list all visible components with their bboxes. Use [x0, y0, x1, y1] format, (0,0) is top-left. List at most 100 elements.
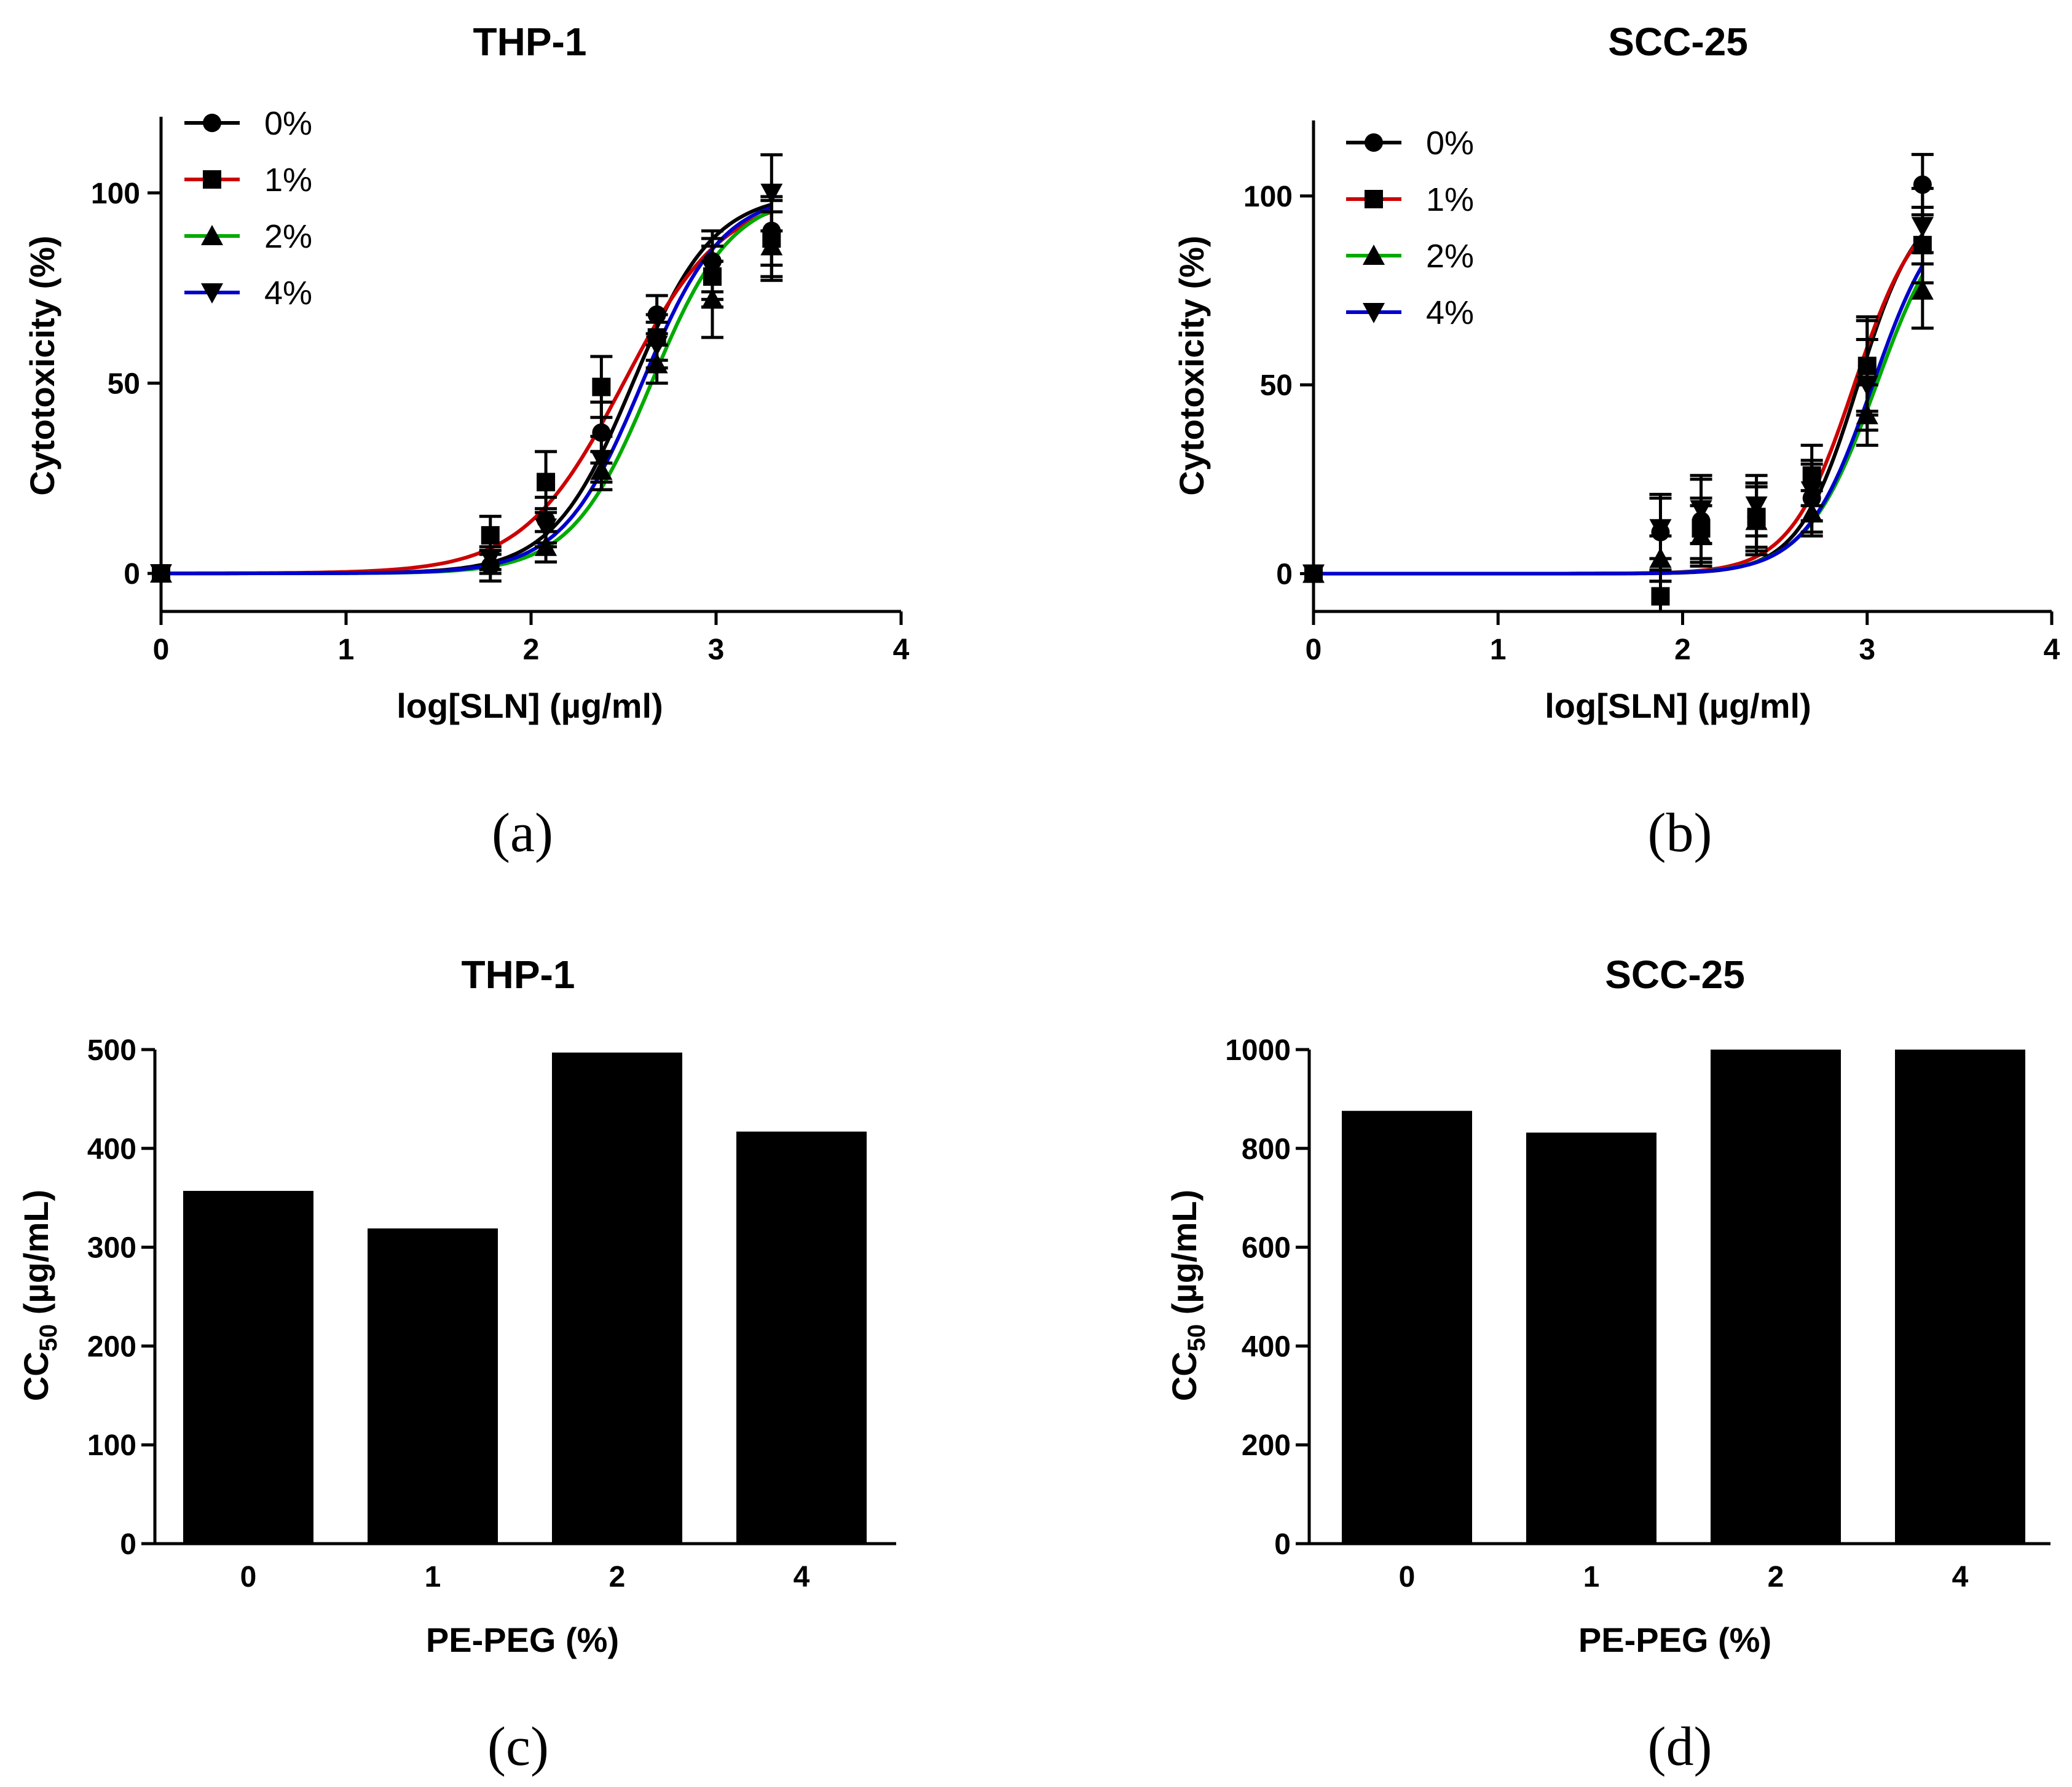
panel-a-data-point-4pct: [150, 564, 172, 585]
panel-b-legend-label: 1%: [1426, 181, 1474, 218]
panel-a-data-point-1pct: [481, 526, 500, 545]
panel-a-curve-2pct: [161, 209, 773, 576]
panel-b-data-point-4pct: [1911, 217, 1934, 238]
panel-a-data-point-2pct: [760, 235, 783, 256]
panel-c-bar-0: [183, 1190, 313, 1544]
panel-a-legend-label: 0%: [264, 105, 312, 142]
panel-d-bar-2: [1711, 1050, 1841, 1544]
panel-a-label: (a): [492, 803, 553, 863]
panel-b-legend-marker: [1365, 190, 1383, 208]
panel-a-x-tick-label: 3: [708, 634, 725, 666]
panel-a-curve-0pct: [161, 202, 773, 576]
panel-d-y-tick-label: 200: [1242, 1429, 1291, 1462]
panel-a-legend-marker: [203, 170, 221, 189]
panel-b-y-axis-label: Cytotoxicity (%): [1172, 235, 1211, 495]
panel-c-y-tick-label: 500: [87, 1034, 136, 1067]
panel-d-bar-0: [1342, 1110, 1472, 1544]
panel-d-x-tick-label: 2: [1768, 1561, 1784, 1593]
panel-b-x-tick-label: 0: [1306, 634, 1322, 666]
panel-c-y-tick-label: 0: [120, 1528, 136, 1561]
panel-b-data-point-1pct: [1651, 587, 1670, 606]
panel-a-x-tick-label: 0: [153, 634, 170, 666]
panel-b-legend-label: 4%: [1426, 294, 1474, 331]
panel-b-label: (b): [1648, 803, 1712, 863]
panel-c-y-tick-label: 400: [87, 1133, 136, 1166]
panel-a-x-tick-label: 1: [338, 634, 355, 666]
panel-d-y-axis-label: CC50 (µg/mL): [1165, 1190, 1210, 1401]
panel-a-data-point-4pct: [645, 336, 668, 356]
panel-a-title: THP-1: [473, 20, 587, 64]
panel-b-data-point-2pct: [1911, 279, 1934, 300]
panel-b-data-point-4pct: [1690, 500, 1712, 521]
panel-b-legend-marker: [1363, 245, 1385, 265]
panel-a-data-point-1pct: [537, 473, 556, 492]
panel-a-thp1-cytotoxicity: THP-1 Cytotoxicity (%) log[SLN] (µg/ml) …: [23, 20, 910, 863]
panel-c-bar-1: [368, 1228, 498, 1544]
panel-b-legend-label: 0%: [1426, 125, 1474, 162]
panel-a-x-tick-label: 2: [523, 634, 540, 666]
panel-c-y-axis-label: CC50 (µg/mL): [17, 1190, 62, 1401]
panel-a-data-point-4pct: [590, 450, 613, 471]
panel-a-curve-4pct: [161, 205, 773, 576]
panel-a-data-point-4pct: [479, 549, 502, 570]
panel-b-curve-4pct: [1314, 264, 1924, 576]
panel-c-bar-2: [552, 1052, 682, 1544]
panel-b-curve-0pct: [1314, 233, 1924, 576]
panel-b-legend-marker: [1363, 303, 1385, 323]
panel-b-title: SCC-25: [1608, 20, 1748, 64]
panel-a-legend-label: 1%: [264, 162, 312, 198]
panel-a-y-tick-label: 0: [124, 558, 140, 591]
panel-a-data-point-4pct: [760, 183, 783, 204]
panel-a-data-point-4pct: [535, 518, 557, 539]
panel-c-x-tick-label: 0: [240, 1561, 257, 1593]
panel-c-y-tick-label: 300: [87, 1232, 136, 1265]
panel-b-data-point-4pct: [1302, 564, 1325, 585]
panel-c-y-tick-label: 200: [87, 1330, 136, 1363]
panel-d-x-tick-label: 4: [1952, 1561, 1969, 1593]
panel-a-legend-marker: [201, 225, 223, 245]
panel-b-scc25-cytotoxicity: SCC-25 Cytotoxicity (%) log[SLN] (µg/ml)…: [1172, 20, 2060, 863]
panel-a-x-axis-label: log[SLN] (µg/ml): [396, 686, 663, 725]
panel-b-data-point-4pct: [1856, 375, 1878, 396]
panel-a-x-tick-label: 4: [893, 634, 910, 666]
panel-c-label: (c): [487, 1716, 549, 1777]
panel-d-label: (d): [1648, 1716, 1712, 1777]
panel-d-x-tick-label: 0: [1399, 1561, 1416, 1593]
panel-a-curve-1pct: [161, 210, 773, 575]
panel-d-scc25-cc50: SCC-25 CC50 (µg/mL) PE-PEG (%) (d) 0 1 2 40…: [1165, 952, 2050, 1777]
panel-d-x-tick-label: 1: [1583, 1561, 1600, 1593]
panel-b-x-tick-label: 1: [1490, 634, 1507, 666]
panel-b-legend-marker: [1365, 133, 1383, 152]
panel-b-curve-2pct: [1314, 274, 1924, 576]
panel-d-y-tick-label: 1000: [1225, 1034, 1291, 1067]
panel-b-y-tick-label: 0: [1276, 559, 1293, 591]
panel-b-x-tick-label: 4: [2044, 634, 2060, 666]
panel-d-y-tick-label: 400: [1242, 1330, 1291, 1363]
panel-d-bar-4: [1895, 1050, 2025, 1544]
panel-c-bar-4: [736, 1131, 867, 1544]
panel-a-legend-marker: [203, 114, 221, 132]
panel-a-y-tick-label: 50: [108, 367, 140, 400]
panel-c-x-tick-label: 2: [609, 1561, 626, 1593]
panel-b-x-tick-label: 3: [1859, 634, 1875, 666]
panel-c-y-tick-label: 100: [87, 1429, 136, 1462]
panel-b-data-point-4pct: [1745, 496, 1768, 517]
panel-b-data-point-4pct: [1800, 481, 1823, 502]
panel-c-thp1-cc50: THP-1 CC50 (µg/mL) PE-PEG (%) (c) 0 1 2 4 0 1…: [17, 952, 896, 1777]
panel-c-title: THP-1: [462, 952, 575, 997]
panel-b-x-tick-label: 2: [1674, 634, 1691, 666]
panel-d-y-tick-label: 600: [1242, 1232, 1291, 1265]
panel-a-data-point-4pct: [701, 259, 723, 280]
panel-d-bar-1: [1526, 1133, 1656, 1544]
panel-b-legend-label: 2%: [1426, 238, 1474, 275]
panel-a-data-point-1pct: [592, 377, 611, 396]
panel-b-data-point-4pct: [1649, 519, 1672, 540]
panel-a-y-axis-label: Cytotoxicity (%): [23, 235, 61, 495]
panel-a-legend-marker: [201, 283, 223, 304]
panel-a-legend-label: 2%: [264, 218, 312, 255]
panel-b-y-tick-label: 50: [1260, 369, 1293, 402]
panel-b-y-tick-label: 100: [1243, 181, 1293, 213]
panel-c-x-tick-label: 4: [794, 1561, 810, 1593]
panel-d-x-axis-label: PE-PEG (%): [1578, 1620, 1771, 1659]
panel-d-y-tick-label: 0: [1274, 1528, 1291, 1561]
